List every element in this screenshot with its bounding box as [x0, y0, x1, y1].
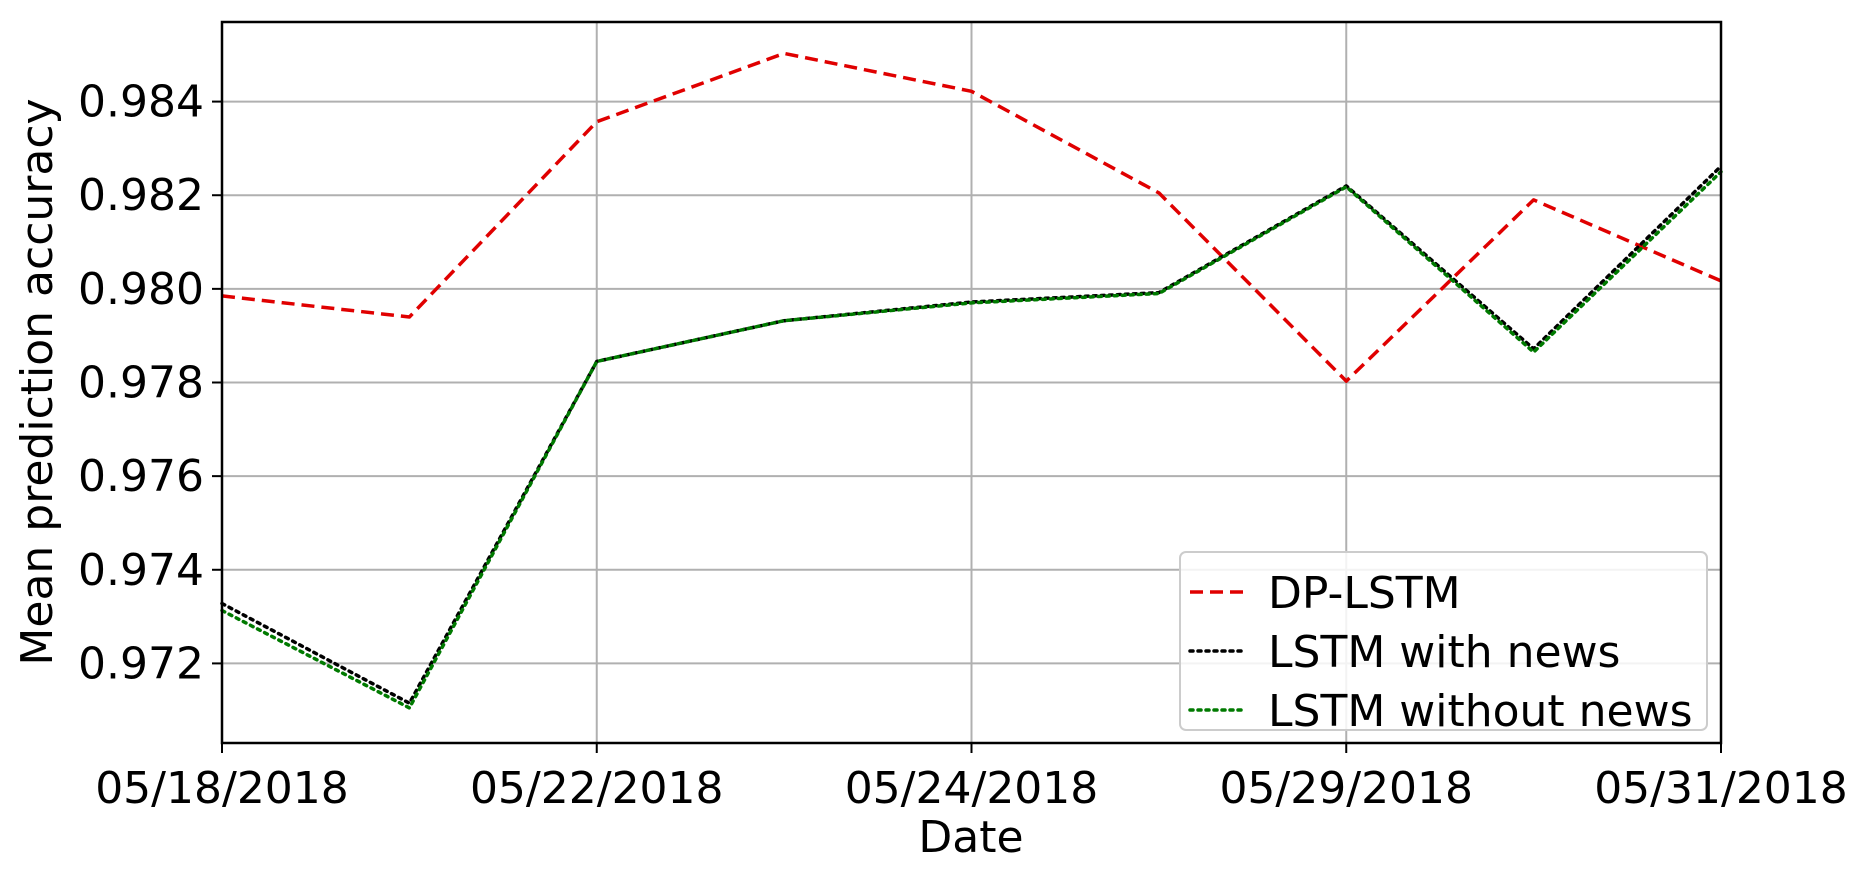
x-axis-ticks: 05/18/2018 05/22/2018 05/24/2018 05/29/2018… [95, 743, 1848, 814]
y-tick-label: 0.980 [78, 264, 204, 315]
x-tick-label: 05/24/2018 [845, 763, 1099, 814]
y-axis-ticks: 0.972 0.974 0.976 0.978 0.980 0.982 0.984 [78, 77, 222, 689]
series-line-1 [220, 164, 1723, 705]
legend-box [1179, 551, 1708, 731]
series-lines [220, 51, 1723, 710]
x-tick-label: 05/31/2018 [1594, 763, 1848, 814]
y-tick-label: 0.978 [78, 358, 204, 409]
legend-label: LSTM without news [1268, 686, 1693, 737]
y-tick-label: 0.972 [78, 638, 204, 689]
x-tick-label: 05/18/2018 [95, 763, 349, 814]
y-tick-label: 0.982 [78, 170, 204, 221]
legend: DP-LSTM LSTM with news LSTM without news [1179, 551, 1708, 737]
legend-label: DP-LSTM [1268, 568, 1461, 619]
x-axis-label: Date [918, 812, 1023, 863]
y-axis-label: Mean prediction accuracy [12, 98, 63, 665]
y-tick-label: 0.974 [78, 545, 204, 596]
legend-label: LSTM with news [1268, 627, 1620, 678]
series-line-2 [220, 170, 1723, 710]
series-line-0 [221, 51, 1722, 383]
x-tick-label: 05/22/2018 [470, 763, 724, 814]
y-tick-label: 0.984 [78, 77, 204, 128]
y-tick-label: 0.976 [78, 451, 204, 502]
x-tick-label: 05/29/2018 [1219, 763, 1473, 814]
